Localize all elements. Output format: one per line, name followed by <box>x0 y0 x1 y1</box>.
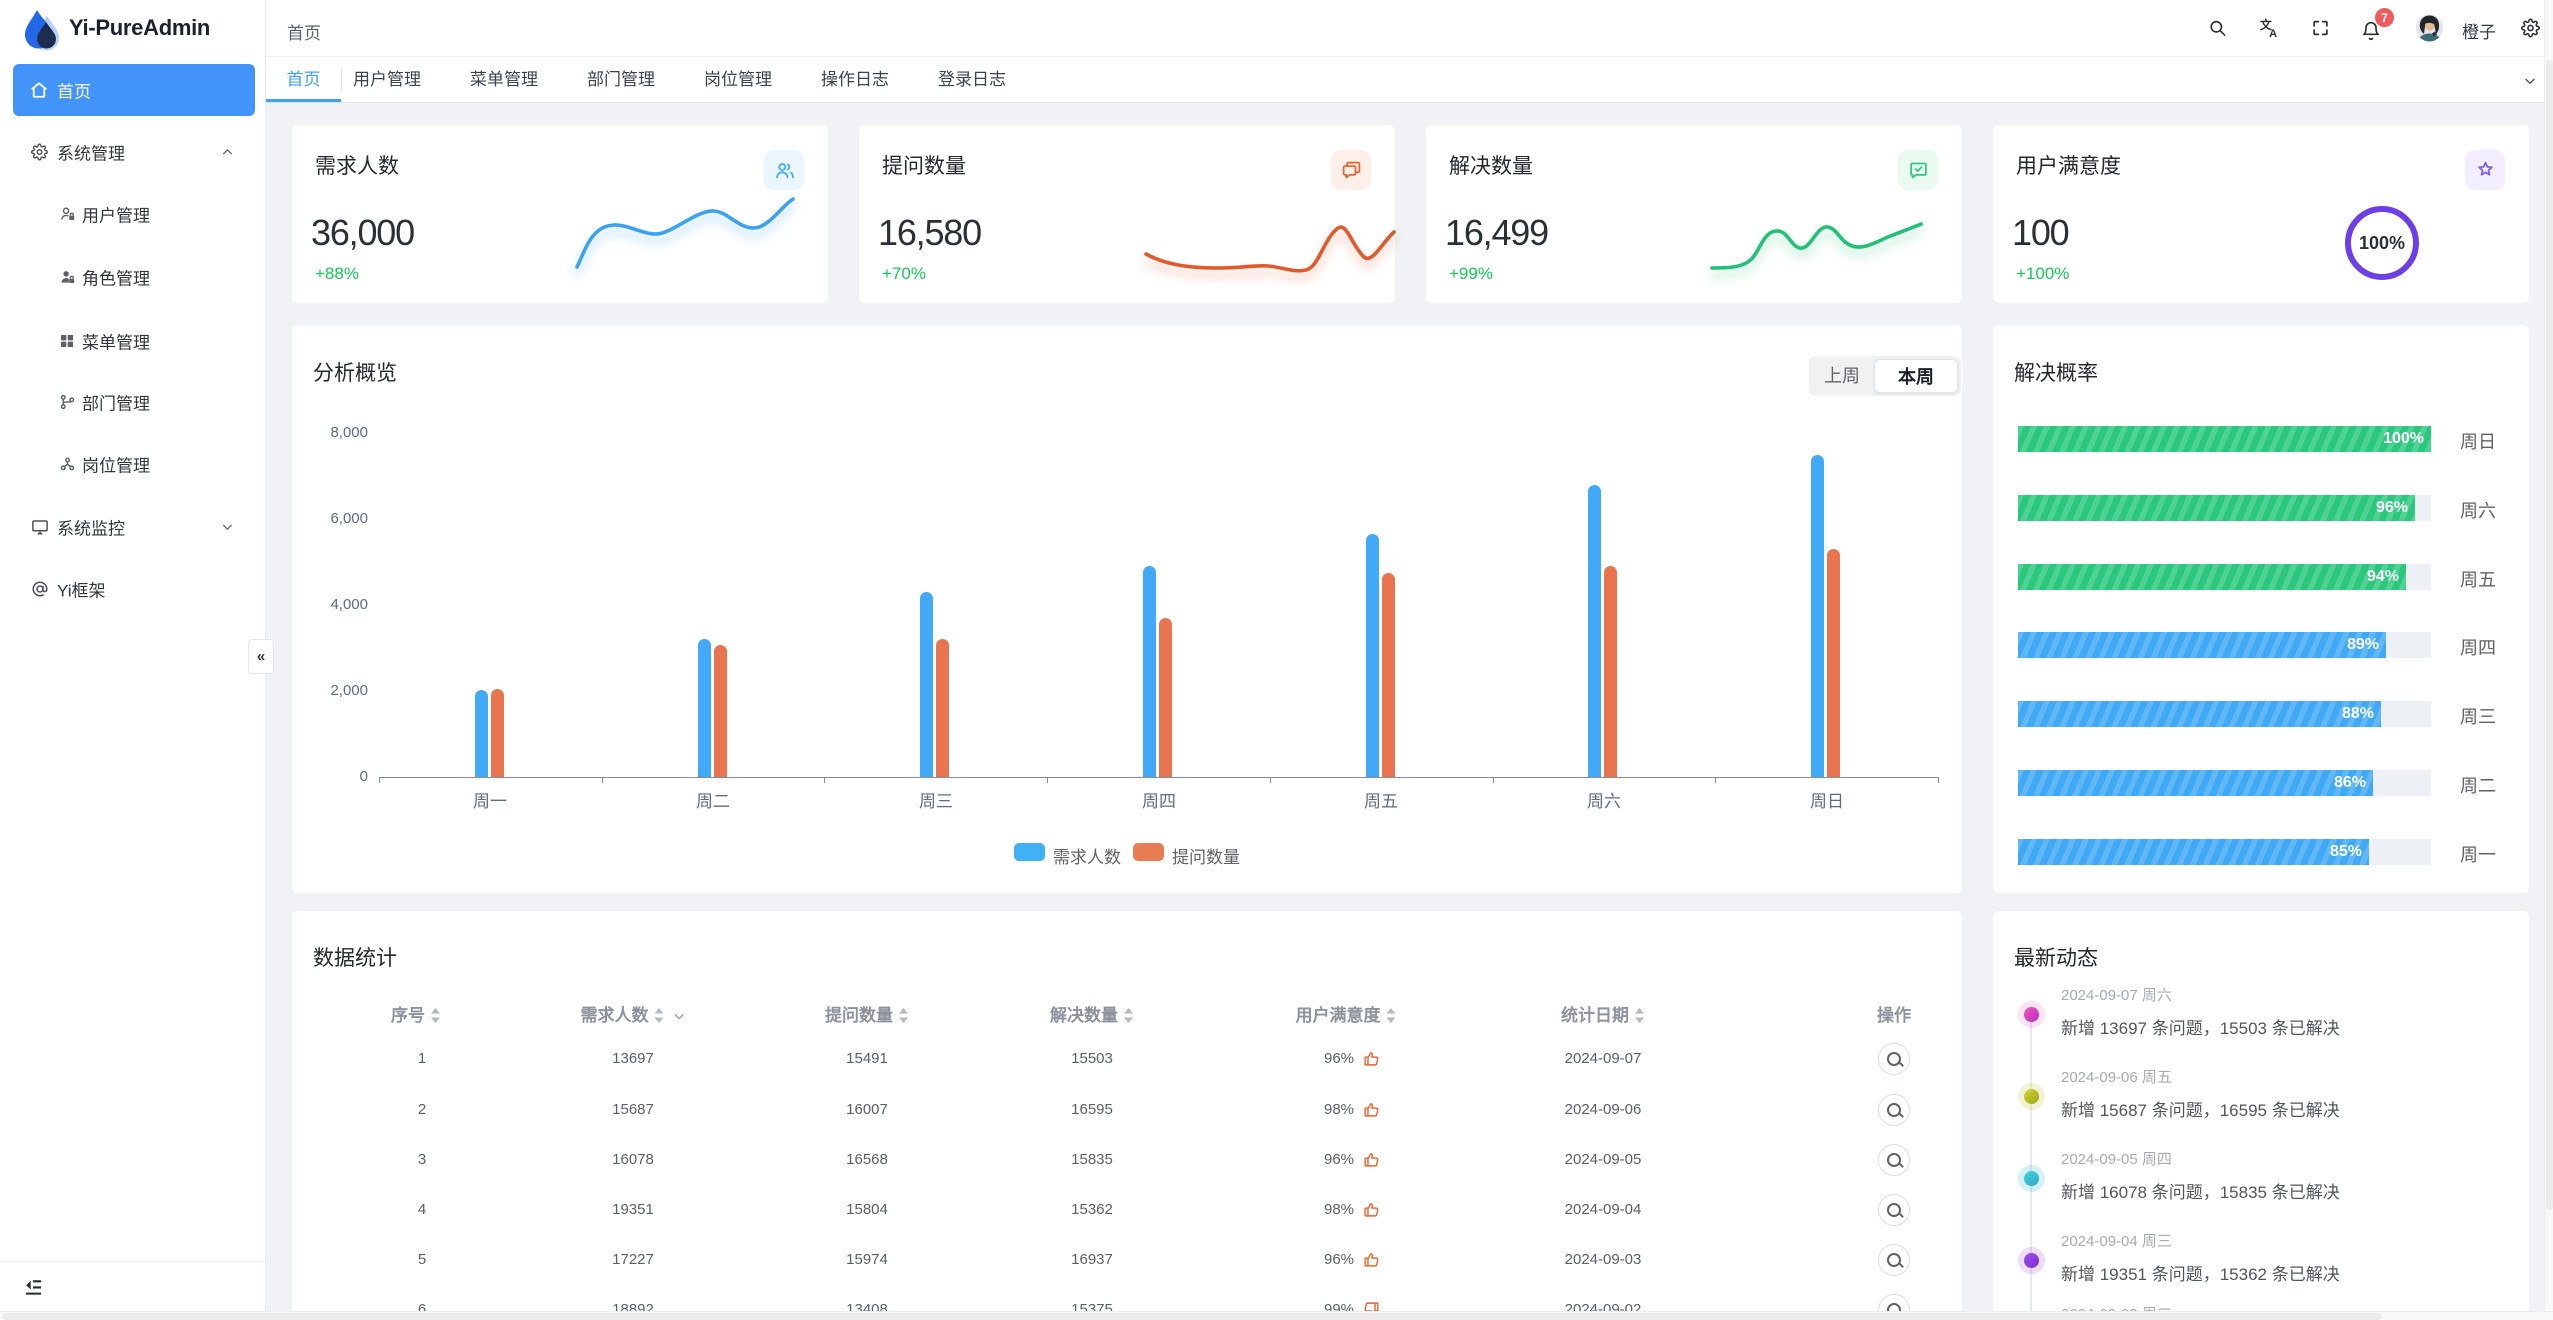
svg-text:A: A <box>2269 28 2277 39</box>
svg-text:文: 文 <box>2260 18 2272 32</box>
